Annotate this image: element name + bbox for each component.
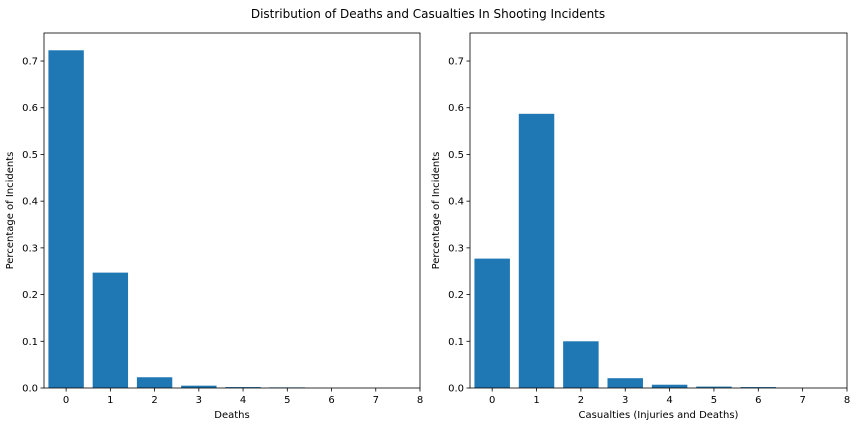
casualties-y-tick-label-6: 0.6: [448, 103, 464, 114]
casualties-bar-1: [518, 113, 555, 389]
casualties-x-tick-label-4: 4: [666, 395, 672, 406]
casualties-x-tick-label-6: 6: [755, 395, 761, 406]
deaths-x-tick-label-4: 4: [240, 395, 246, 406]
deaths-bar-2: [136, 377, 173, 388]
casualties-x-tick-label-2: 2: [578, 395, 584, 406]
deaths-bar-1: [92, 272, 129, 388]
deaths-y-tick-label-4: 0.4: [22, 197, 38, 208]
casualties-bar-6: [740, 387, 777, 388]
casualties-bar-5: [696, 386, 732, 388]
casualties-plot-frame: [469, 32, 848, 389]
casualties-y-tick-label-0: 0.0: [448, 384, 464, 395]
casualties-chart-panel: 0 1 2 3 4 5 6 7 8 0.0 0.1 0.2 0.3 0.4 0.5 0.6 0.7 Casualt…: [431, 32, 850, 421]
deaths-x-tick-label-1: 1: [107, 395, 113, 406]
deaths-y-tick-label-3: 0.3: [22, 243, 38, 254]
casualties-x-tick-label-0: 0: [489, 395, 495, 406]
deaths-y-tick-label-0: 0.0: [22, 384, 38, 395]
casualties-y-tick-label-5: 0.5: [448, 150, 464, 161]
deaths-y-tick-label-7: 0.7: [22, 57, 38, 68]
casualties-x-tick-label-3: 3: [622, 395, 628, 406]
casualties-x-tick-label-1: 1: [533, 395, 539, 406]
deaths-y-tick-label-5: 0.5: [22, 150, 38, 161]
casualties-y-tick-label-3: 0.3: [448, 243, 464, 254]
casualties-bar-2: [563, 341, 599, 388]
casualties-bar-3: [607, 378, 643, 388]
casualties-x-tick-label-7: 7: [799, 395, 805, 406]
deaths-y-tick-label-6: 0.6: [22, 103, 38, 114]
casualties-x-axis-label: Casualties (Injuries and Deaths): [579, 410, 739, 421]
casualties-bar-0: [474, 258, 510, 388]
deaths-x-tick-label-6: 6: [328, 395, 334, 406]
deaths-y-tick-label-2: 0.2: [22, 290, 38, 301]
deaths-x-tick-label-7: 7: [373, 395, 379, 406]
deaths-plot-frame: [43, 32, 421, 389]
deaths-x-tick-label-0: 0: [63, 395, 69, 406]
deaths-x-tick-label-5: 5: [284, 395, 290, 406]
casualties-bar-4: [651, 384, 688, 388]
deaths-bar-3: [181, 385, 217, 388]
deaths-y-axis-label: Percentage of Incidents: [5, 152, 16, 270]
deaths-bar-0: [48, 50, 84, 388]
deaths-y-tick-label-1: 0.1: [22, 337, 38, 348]
deaths-x-tick-label-2: 2: [151, 395, 157, 406]
casualties-y-tick-label-7: 0.7: [448, 57, 464, 68]
deaths-chart-panel: 0 1 2 3 4 5 6 7 8 0.0 0.1 0.2 0.3 0.4 0.5 0.6 0.7 Deaths P…: [5, 32, 423, 421]
casualties-y-axis-label: Percentage of Incidents: [431, 152, 442, 270]
deaths-x-tick-label-8: 8: [417, 395, 423, 406]
figure-suptitle: Distribution of Deaths and Casualties In…: [251, 7, 605, 21]
casualties-x-tick-label-5: 5: [711, 395, 717, 406]
deaths-x-tick-label-3: 3: [196, 395, 202, 406]
casualties-y-tick-label-1: 0.1: [448, 337, 464, 348]
casualties-x-tick-label-8: 8: [844, 395, 850, 406]
casualties-y-tick-label-4: 0.4: [448, 197, 464, 208]
deaths-bar-4: [225, 387, 261, 388]
deaths-x-axis-label: Deaths: [214, 410, 249, 421]
casualties-y-tick-label-2: 0.2: [448, 290, 464, 301]
